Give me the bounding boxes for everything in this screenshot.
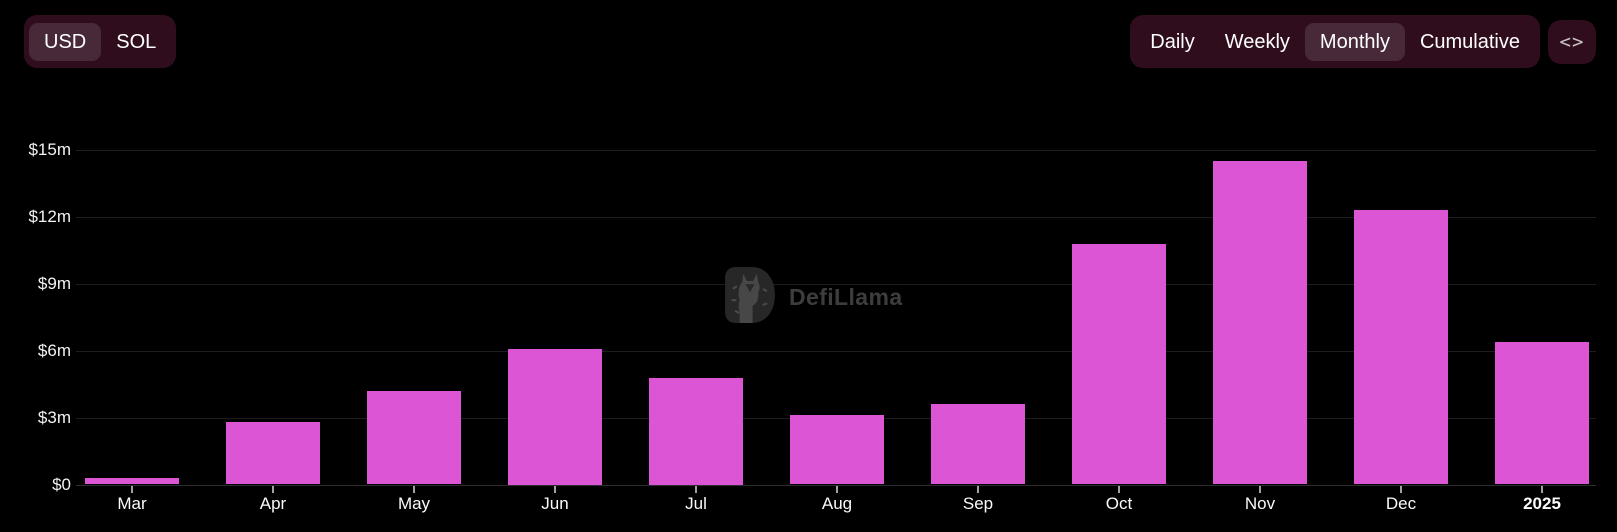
- period-option-cumulative[interactable]: Cumulative: [1405, 23, 1535, 61]
- bar-2025[interactable]: [1495, 341, 1589, 485]
- x-axis-label-dec: Dec: [1385, 494, 1417, 513]
- x-axis-label-jul: Jul: [685, 494, 707, 513]
- x-axis-label-2025: 2025: [1523, 494, 1561, 513]
- currency-option-usd[interactable]: USD: [29, 22, 102, 61]
- x-axis-tick-dec: [1400, 485, 1402, 493]
- bar-jun[interactable]: [508, 348, 602, 485]
- x-axis-tick-jun: [554, 485, 556, 493]
- embed-code-button[interactable]: <>: [1548, 19, 1596, 64]
- bar-apr[interactable]: [226, 422, 320, 485]
- gridline-9m: [76, 283, 1596, 285]
- x-axis-tick-nov: [1259, 485, 1261, 493]
- x-axis-tick-oct: [1118, 485, 1120, 493]
- x-axis-tick-sep: [977, 485, 979, 493]
- y-axis-label-6m: $6m: [37, 340, 71, 360]
- y-axis-label-12m: $12m: [28, 206, 71, 226]
- x-axis-tick-jul: [695, 485, 697, 493]
- gridline-15m: [76, 150, 1596, 151]
- bar-may[interactable]: [367, 390, 461, 485]
- x-axis-label-oct: Oct: [1105, 494, 1133, 513]
- x-axis-tick-mar: [131, 485, 133, 493]
- header-right: Daily Weekly Monthly Cumulative <>: [1130, 15, 1596, 68]
- x-axis-label-may: May: [397, 494, 431, 513]
- currency-toggle: USD SOL: [24, 15, 177, 68]
- bar-mar[interactable]: [85, 477, 179, 485]
- code-icon: <>: [1559, 30, 1585, 53]
- currency-option-sol[interactable]: SOL: [101, 23, 171, 61]
- bar-nov[interactable]: [1213, 161, 1307, 485]
- x-axis-line: [76, 484, 1596, 486]
- bar-oct[interactable]: [1072, 243, 1166, 485]
- period-option-daily[interactable]: Daily: [1135, 23, 1209, 61]
- x-axis-label-nov: Nov: [1244, 494, 1276, 513]
- x-axis-label-aug: Aug: [821, 494, 853, 513]
- bar-aug[interactable]: [790, 415, 884, 485]
- x-axis-tick-2025: [1541, 485, 1543, 493]
- y-axis-label-15m: $15m: [28, 140, 71, 159]
- x-axis-label-jun: Jun: [541, 494, 569, 513]
- gridline-6m: [76, 350, 1596, 352]
- x-axis-tick-may: [413, 485, 415, 493]
- y-axis-label-3m: $3m: [37, 407, 71, 427]
- x-axis-label-apr: Apr: [259, 494, 287, 513]
- bar-dec[interactable]: [1354, 210, 1448, 485]
- x-axis-tick-apr: [272, 485, 274, 493]
- period-toggle: Daily Weekly Monthly Cumulative: [1130, 15, 1540, 68]
- period-option-weekly[interactable]: Weekly: [1210, 23, 1305, 61]
- x-axis-label-mar: Mar: [117, 494, 147, 513]
- bar-jul[interactable]: [649, 377, 743, 485]
- period-option-monthly[interactable]: Monthly: [1304, 22, 1405, 61]
- bar-sep[interactable]: [931, 404, 1025, 485]
- y-axis-label-0: $0: [52, 474, 71, 494]
- y-axis-label-9m: $9m: [37, 273, 71, 293]
- x-axis-tick-aug: [836, 485, 838, 493]
- gridline-12m: [76, 216, 1596, 218]
- x-axis-label-sep: Sep: [962, 494, 994, 513]
